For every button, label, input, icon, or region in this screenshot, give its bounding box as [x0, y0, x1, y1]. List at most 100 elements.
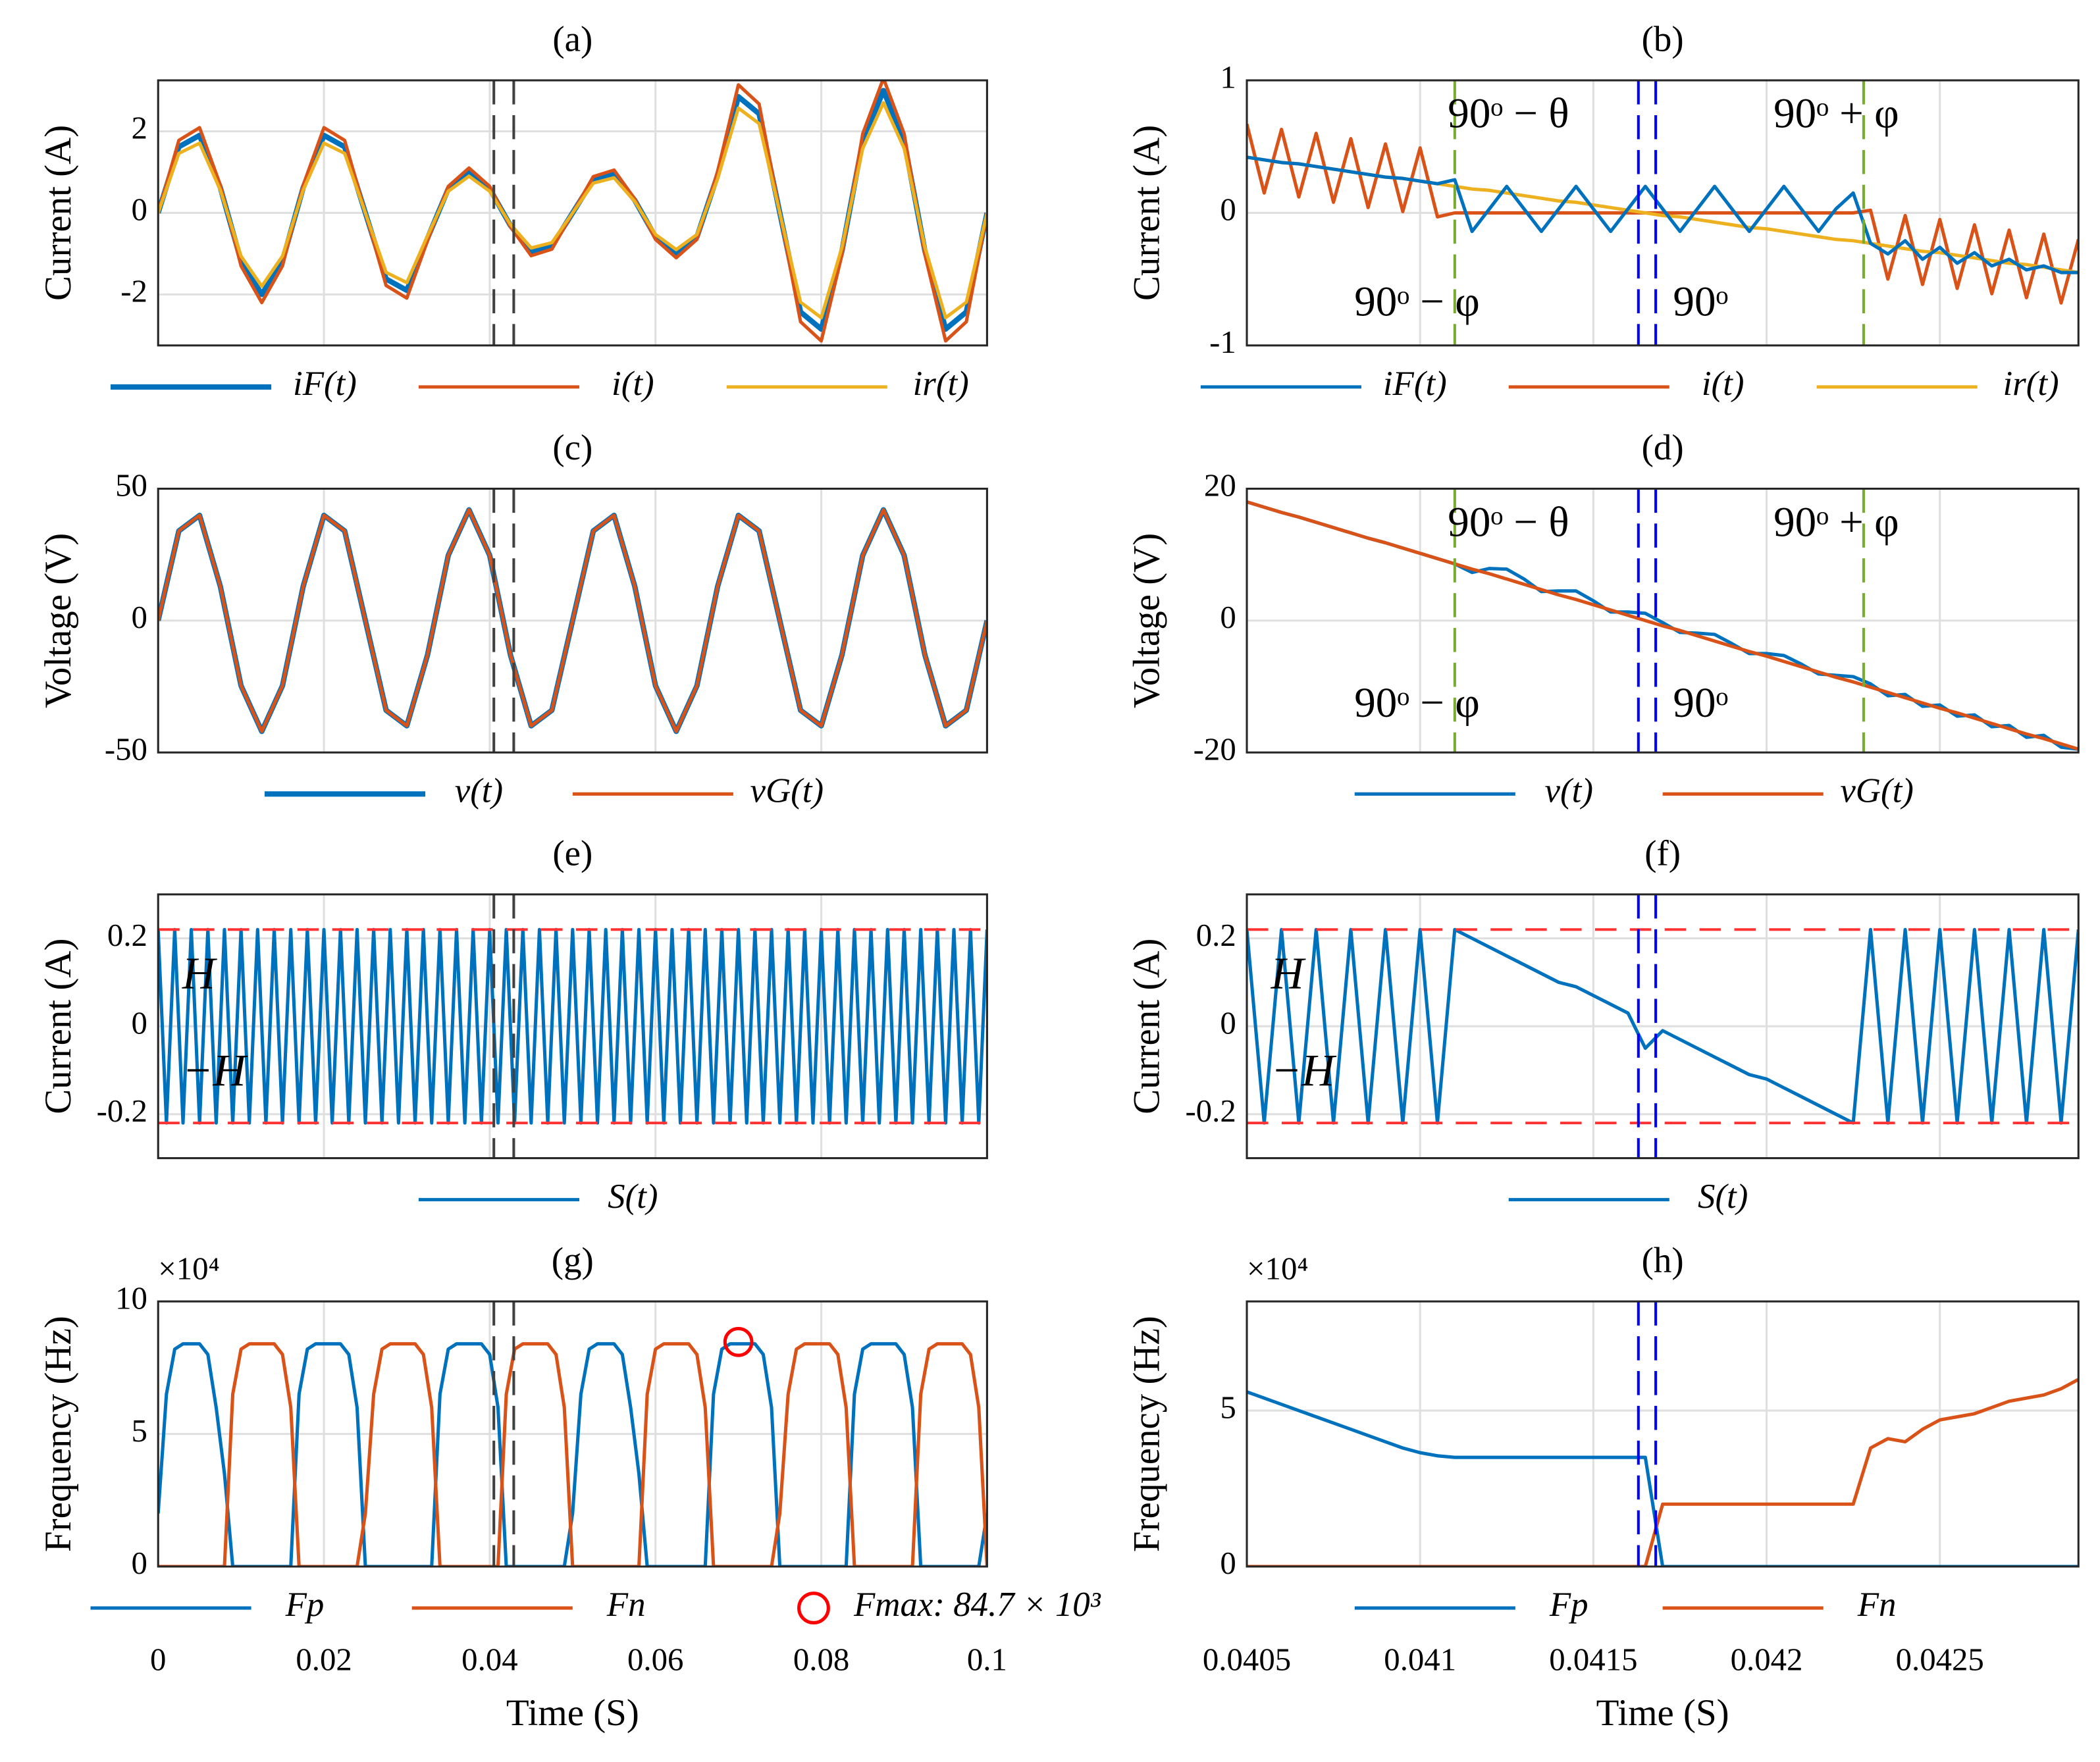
- series-line: [1247, 123, 2079, 305]
- x-tick-label: 0.0405: [1203, 1642, 1291, 1678]
- y-tick-label: 1: [1220, 59, 1236, 95]
- annotation: 90ᵒ − φ: [1354, 679, 1480, 727]
- legend-label: i(t): [1702, 365, 1745, 403]
- annotation: 90ᵒ − θ: [1448, 499, 1569, 546]
- panel: -2 0 2 (a) Current (A) iF(t) i(t) ir(t): [38, 19, 988, 403]
- plot-content: [1247, 1378, 2079, 1567]
- legend-label: S(t): [608, 1178, 658, 1216]
- annotation: 90ᵒ − θ: [1448, 90, 1569, 137]
- y-tick-label: 0: [1220, 599, 1236, 635]
- y-tick-label: 0: [1220, 1004, 1236, 1041]
- plot-area: [1247, 1301, 2079, 1567]
- threshold-label: H: [182, 947, 218, 998]
- y-tick-label: 0: [1220, 192, 1236, 228]
- panel-title: (e): [552, 833, 592, 873]
- panel-title: (c): [552, 427, 592, 467]
- y-tick-label: 2: [132, 110, 147, 146]
- panel-title: (b): [1642, 19, 1684, 59]
- x-tick-label: 0.04: [461, 1642, 517, 1678]
- x-tick-label: 0.0415: [1549, 1642, 1637, 1678]
- legend-label: Fmax: 84.7 × 10³: [853, 1586, 1101, 1624]
- legend-label: Fp: [285, 1586, 325, 1624]
- y-tick-label: -1: [1209, 324, 1236, 360]
- series-line: [1247, 500, 2079, 751]
- x-tick-label: 0: [150, 1642, 166, 1678]
- y-tick-label: 5: [132, 1412, 147, 1449]
- y-axis-label: Frequency (Hz): [38, 1316, 79, 1552]
- axes-box: [1246, 893, 2080, 1160]
- panel: 90ᵒ − θ 90ᵒ + φ 90ᵒ − φ 90ᵒ -1 0 1 (b) Current (…: [1126, 19, 2080, 403]
- legend-label: Fn: [606, 1586, 646, 1624]
- legend-marker: [797, 1592, 830, 1624]
- y-tick-label: -2: [120, 273, 147, 309]
- annotation: 90ᵒ − φ: [1354, 278, 1480, 325]
- y-tick-label: 0: [132, 599, 147, 635]
- y-tick-label: 5: [1220, 1389, 1236, 1425]
- panel-title: (d): [1642, 427, 1684, 467]
- legend: v(t) vG(t): [264, 771, 824, 810]
- annotation: 90ᵒ + φ: [1773, 499, 1899, 546]
- legend-label: vG(t): [750, 771, 824, 810]
- legend: v(t) vG(t): [1354, 771, 1914, 810]
- legend-label: iF(t): [1383, 365, 1447, 403]
- y-axis-label: Frequency (Hz): [1126, 1316, 1168, 1552]
- series-line: [158, 927, 987, 1125]
- y-tick-label: 0.2: [107, 917, 147, 953]
- panel: 0 5 0.0405 0.041 0.0415 0.042 0.0425 (h) Frequen…: [1126, 1240, 2080, 1734]
- x-tick-label: 0.1: [967, 1642, 1007, 1678]
- y-tick-label: 10: [115, 1280, 147, 1316]
- plot-content: [158, 507, 987, 735]
- y-tick-label: 0: [132, 1545, 147, 1581]
- x-axis-label: Time (S): [1596, 1692, 1729, 1734]
- series-line: [1247, 1390, 2079, 1567]
- legend-label: v(t): [1545, 771, 1593, 810]
- y-tick-label: 0.2: [1196, 917, 1236, 953]
- axes-box: [157, 487, 988, 754]
- x-axis-label: Time (S): [506, 1692, 639, 1734]
- legend-label: ir(t): [913, 365, 969, 403]
- legend: Fp Fn: [1354, 1586, 1897, 1624]
- legend-label: v(t): [455, 771, 503, 810]
- y-tick-label: -20: [1194, 731, 1236, 767]
- plot-content: [1247, 500, 2079, 751]
- legend-label: ir(t): [2003, 365, 2059, 403]
- x-tick-label: 0.06: [627, 1642, 683, 1678]
- series-line: [158, 1342, 987, 1567]
- legend-label: S(t): [1698, 1178, 1748, 1216]
- panel-title: (a): [552, 19, 592, 59]
- y-tick-label: -0.2: [97, 1093, 147, 1129]
- panel: 0 5 10 0 0.02 0.04 0.06 0.08 0.1 (g) Frequency (Hz…: [38, 1240, 1101, 1734]
- axes-box: [157, 79, 988, 347]
- y-exponent: ×10⁴: [158, 1251, 219, 1287]
- legend: iF(t) i(t) ir(t): [1200, 365, 2059, 403]
- series-line: [158, 101, 987, 320]
- y-tick-label: 20: [1204, 467, 1236, 504]
- axes-box: [1246, 79, 2080, 347]
- y-tick-label: -0.2: [1185, 1093, 1236, 1129]
- y-tick-label: 50: [115, 467, 147, 504]
- y-axis-label: Voltage (V): [38, 533, 79, 708]
- series-line: [158, 1342, 987, 1567]
- legend-label: Fn: [1857, 1586, 1897, 1624]
- panel-title: (h): [1642, 1240, 1684, 1280]
- y-tick-label: -50: [105, 731, 147, 767]
- x-tick-label: 0.041: [1384, 1642, 1456, 1678]
- threshold-label: −H: [1271, 1045, 1338, 1095]
- legend-label: i(t): [612, 365, 654, 403]
- panel: H −H -0.2 0 0.2 (f) Current (A) S(t): [1126, 833, 2080, 1216]
- axes-box: [1246, 1300, 2080, 1568]
- annotation: 90ᵒ: [1673, 278, 1728, 325]
- annotation: 90ᵒ + φ: [1773, 90, 1899, 137]
- annotation: 90ᵒ: [1673, 679, 1728, 727]
- axes-box: [157, 893, 988, 1160]
- panel: H −H -0.2 0 0.2 (e) Current (A) S(t): [38, 833, 988, 1216]
- x-tick-label: 0.042: [1731, 1642, 1803, 1678]
- legend: Fp Fn Fmax: 84.7 × 10³: [90, 1586, 1101, 1624]
- threshold-label: H: [1271, 947, 1307, 998]
- marker: [723, 1326, 754, 1357]
- y-axis-label: Current (A): [1126, 125, 1168, 301]
- plot-content: [1247, 123, 2079, 305]
- y-tick-label: 0: [132, 1004, 147, 1041]
